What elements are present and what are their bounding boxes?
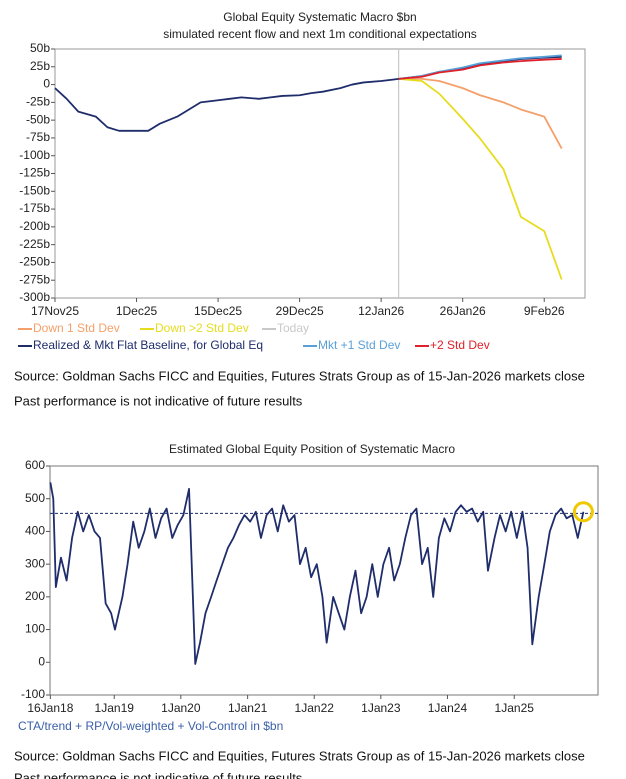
y-tick-label: 25b	[30, 59, 50, 73]
y-tick-label: 100	[25, 622, 45, 636]
y-tick-label: 400	[25, 524, 45, 538]
x-tick-label: 1Jan21	[228, 701, 268, 715]
chart-caption: CTA/trend + RP/Vol-weighted + Vol-Contro…	[18, 719, 283, 733]
disclaimer: Past performance is not indicative of fu…	[14, 393, 303, 408]
x-tick-label: 1Jan24	[428, 701, 468, 715]
y-tick-label: -275b	[19, 272, 50, 286]
source-note: Source: Goldman Sachs FICC and Equities,…	[14, 748, 585, 763]
y-tick-label: -75b	[26, 130, 50, 144]
x-tick-label: 1Jan19	[95, 701, 135, 715]
x-tick-label: 9Feb26	[524, 304, 565, 318]
legend-label: Down >2 Std Dev	[155, 321, 249, 335]
y-tick-label: -100b	[19, 148, 50, 162]
disclaimer: Past performance is not indicative of fu…	[14, 770, 303, 779]
series-line	[49, 482, 585, 665]
legend-label: Mkt +1 Std Dev	[318, 338, 400, 352]
y-tick-label: -25b	[26, 95, 50, 109]
x-tick-label: 1Jan22	[295, 701, 335, 715]
x-tick-label: 26Jan26	[440, 304, 486, 318]
x-tick-label: 16Jan18	[27, 701, 73, 715]
y-tick-label: -225b	[19, 237, 50, 251]
y-tick-label: -100	[21, 687, 45, 701]
y-tick-label: -300b	[19, 290, 50, 304]
series-line	[398, 54, 562, 80]
x-tick-label: 1Jan23	[361, 701, 401, 715]
source-note: Source: Goldman Sachs FICC and Equities,…	[14, 368, 585, 383]
highlight-circle	[572, 501, 594, 523]
y-tick-label: 50b	[30, 41, 50, 55]
chart-title: Estimated Global Equity Position of Syst…	[169, 442, 455, 456]
x-tick-label: 1Jan20	[161, 701, 201, 715]
y-tick-label: -50b	[26, 112, 50, 126]
plot-frame	[49, 465, 599, 696]
series-line	[398, 77, 563, 280]
legend-label: Today	[277, 321, 309, 335]
x-tick-label: 29Dec25	[276, 304, 324, 318]
y-tick-label: 0	[38, 654, 45, 668]
y-tick-label: -175b	[19, 201, 50, 215]
x-tick-label: 1Jan25	[495, 701, 535, 715]
y-tick-label: 200	[25, 589, 45, 603]
y-tick-label: 600	[25, 458, 45, 472]
y-tick-label: -250b	[19, 255, 50, 269]
series-line	[398, 58, 562, 80]
x-tick-label: 17Nov25	[31, 304, 79, 318]
chart-subtitle: simulated recent flow and next 1m condit…	[163, 27, 477, 41]
legend-label: Down 1 Std Dev	[33, 321, 120, 335]
series-line	[54, 55, 562, 132]
y-tick-label: 0	[43, 77, 50, 91]
legend-label: Realized & Mkt Flat Baseline, for Global…	[33, 338, 263, 352]
y-tick-label: 300	[25, 556, 45, 570]
x-tick-label: 15Dec25	[194, 304, 242, 318]
y-tick-label: 500	[25, 491, 45, 505]
y-tick-label: -150b	[19, 183, 50, 197]
x-tick-label: 1Dec25	[116, 304, 158, 318]
legend-label: +2 Std Dev	[430, 338, 490, 352]
y-tick-label: -125b	[19, 166, 50, 180]
y-tick-label: -200b	[19, 219, 50, 233]
x-tick-label: 12Jan26	[358, 304, 404, 318]
chart-title: Global Equity Systematic Macro $bn	[223, 10, 416, 24]
series-line	[398, 77, 563, 150]
